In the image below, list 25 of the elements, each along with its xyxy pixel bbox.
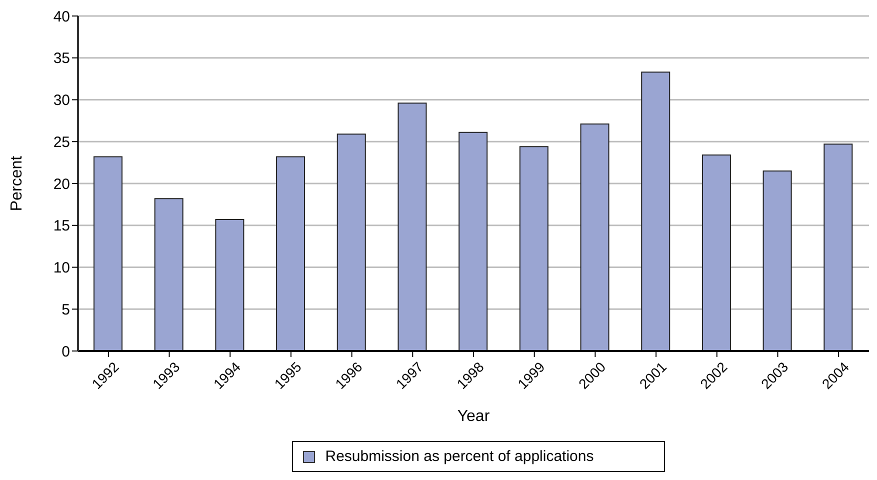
bar [215, 219, 244, 351]
bar [519, 146, 548, 351]
y-tick-label: 10 [53, 260, 70, 277]
bar [641, 72, 670, 351]
bar [458, 132, 488, 351]
bar [580, 124, 610, 351]
bar [702, 154, 731, 351]
bar [824, 144, 853, 351]
y-tick-label: 25 [53, 134, 70, 151]
y-tick-label: 35 [53, 50, 70, 68]
x-axis-title: Year [457, 408, 490, 425]
bar [762, 170, 792, 351]
y-tick-label: 30 [53, 92, 70, 110]
bar [94, 156, 122, 351]
bar [154, 198, 184, 351]
y-tick-label: 15 [53, 218, 70, 235]
bar [336, 134, 366, 351]
bar [276, 156, 306, 351]
y-tick-label: 0 [62, 343, 70, 360]
bar [398, 102, 427, 351]
legend-label: Resubmission as percent of applications [325, 448, 594, 465]
y-axis-title: Percent [8, 155, 26, 212]
y-tick-label: 5 [62, 301, 70, 318]
y-tick-label: 20 [53, 176, 70, 193]
y-tick-label: 40 [53, 8, 70, 26]
